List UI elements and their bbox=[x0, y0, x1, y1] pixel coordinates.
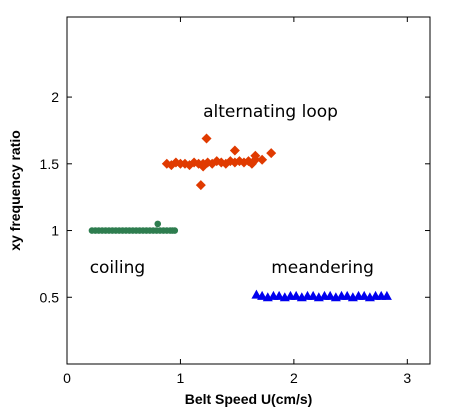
x-tick-label: 1 bbox=[177, 370, 185, 386]
y-tick-label: 2 bbox=[51, 89, 59, 105]
data-point-diamond bbox=[198, 161, 209, 172]
data-point-diamond bbox=[250, 150, 261, 161]
annotation-label: alternating loop bbox=[203, 102, 338, 122]
data-point-triangle bbox=[291, 290, 302, 300]
data-point-diamond bbox=[266, 148, 277, 159]
x-tick-label: 3 bbox=[403, 370, 411, 386]
y-tick-label: 1 bbox=[51, 223, 59, 239]
data-point-diamond bbox=[257, 154, 268, 165]
data-point-triangle bbox=[251, 289, 262, 299]
annotation-label: coiling bbox=[90, 258, 145, 278]
data-point-circle bbox=[171, 227, 179, 234]
x-tick-label: 0 bbox=[63, 370, 71, 386]
data-point-diamond bbox=[246, 158, 257, 169]
data-point-triangle bbox=[359, 290, 370, 300]
annotations: alternating loop coiling meandering bbox=[90, 102, 374, 278]
data-point-triangle bbox=[257, 290, 268, 300]
annotation-label: meandering bbox=[271, 258, 374, 278]
data-point-diamond bbox=[201, 133, 212, 144]
y-tick-label: 1.5 bbox=[40, 156, 60, 172]
data-point-triangle bbox=[274, 290, 285, 300]
data-point-triangle bbox=[342, 290, 353, 300]
axis-tick-labels: 0 1 2 3 0.5 1 1.5 2 bbox=[40, 89, 412, 386]
data-point-triangle bbox=[381, 290, 392, 300]
axis-ticks bbox=[66, 17, 430, 364]
data-point-triangle bbox=[308, 290, 319, 300]
x-tick-label: 2 bbox=[290, 370, 298, 386]
y-axis-label: xy frequency ratio bbox=[7, 130, 23, 251]
x-axis-label: Belt Speed U(cm/s) bbox=[185, 391, 313, 407]
data-points bbox=[88, 133, 392, 302]
plot-frame bbox=[66, 16, 431, 365]
data-point-circle bbox=[154, 220, 162, 228]
data-point-diamond bbox=[195, 180, 206, 191]
data-point-diamond bbox=[229, 145, 240, 156]
data-point-triangle bbox=[325, 290, 336, 300]
y-tick-label: 0.5 bbox=[40, 289, 60, 305]
